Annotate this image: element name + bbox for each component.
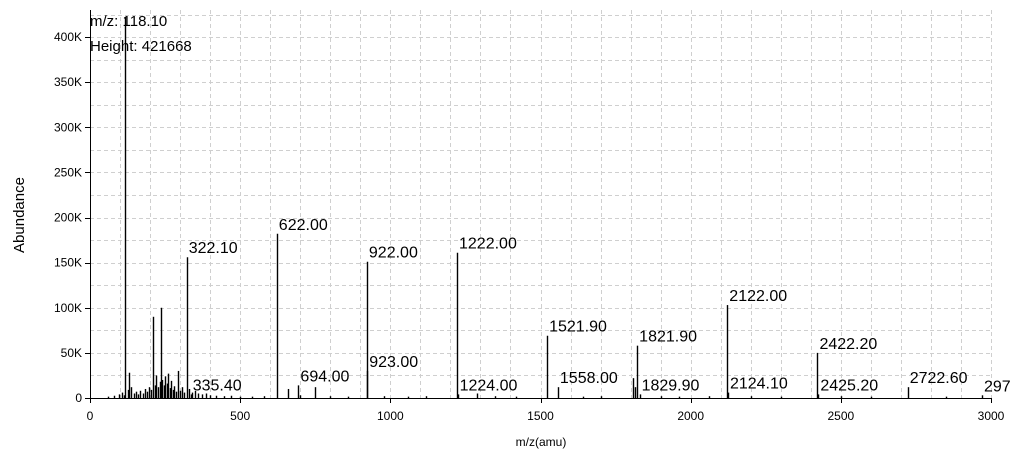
x-tick-label: 3000 <box>978 409 1005 423</box>
x-tick-label: 2000 <box>677 409 704 423</box>
peak-label-layer: 322.10 335.40 622.00 694.00 922.00 923.00 1222… <box>189 217 1011 396</box>
x-tick-label: 1500 <box>527 409 554 423</box>
cursor-height-readout: Height: 421668 <box>90 38 192 55</box>
peak-label: 1521.90 <box>549 319 607 336</box>
peak-label: 1558.00 <box>560 370 618 387</box>
x-axis-title: m/z(amu) <box>516 435 567 449</box>
cursor-mz-readout: m/z: 118.10 <box>90 13 167 30</box>
peak-label: 922.00 <box>369 245 418 262</box>
peak-label: 1829.90 <box>642 377 700 394</box>
peak-label: 335.40 <box>193 377 242 394</box>
grid-layer <box>90 10 992 399</box>
x-tick-label: 1000 <box>377 409 404 423</box>
peak-label: 622.00 <box>279 217 328 234</box>
y-tick-label: 200K <box>54 211 82 225</box>
y-axis-title: Abundance <box>11 177 28 253</box>
peak-label: 2122.00 <box>729 288 787 305</box>
peak-label: 297 <box>984 378 1011 395</box>
peak-label: 2422.20 <box>819 336 877 353</box>
y-tick-label: 300K <box>54 120 82 134</box>
x-tick-label: 0 <box>87 409 94 423</box>
peak-label: 1224.00 <box>460 377 518 394</box>
x-tick-label: 500 <box>230 409 250 423</box>
peak-label: 1821.90 <box>639 329 697 346</box>
x-tick-label: 2500 <box>827 409 854 423</box>
peak-label: 2722.60 <box>910 370 968 387</box>
y-tick-label: 50K <box>61 346 82 360</box>
peak-label: 1222.00 <box>459 236 517 253</box>
peak-layer <box>107 17 984 398</box>
y-tick-label: 100K <box>54 301 82 315</box>
tick-layer: 0 500 1000 1500 2000 2500 3000 0 50K 100K 150K 200K… <box>54 30 1005 423</box>
y-tick-label: 400K <box>54 30 82 44</box>
y-tick-label: 0 <box>75 391 82 405</box>
peak-label: 2124.10 <box>730 376 788 393</box>
peak-label: 322.10 <box>189 240 238 257</box>
y-tick-label: 350K <box>54 75 82 89</box>
y-tick-label: 250K <box>54 165 82 179</box>
peak-label: 2425.20 <box>820 377 878 394</box>
y-tick-label: 150K <box>54 256 82 270</box>
peak-label: 694.00 <box>300 368 349 385</box>
peak-label: 923.00 <box>369 354 418 371</box>
